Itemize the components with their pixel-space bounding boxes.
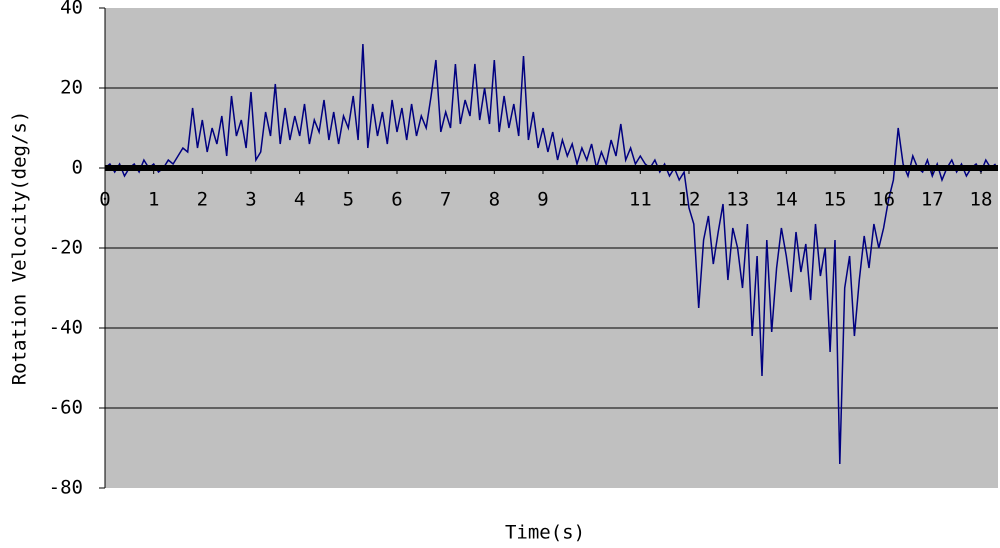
y-tick-label: -60 xyxy=(49,397,83,419)
x-tick-label: 4 xyxy=(294,189,305,211)
y-tick-label: -20 xyxy=(49,237,83,259)
x-tick-label: 14 xyxy=(775,189,798,211)
x-tick-label: 6 xyxy=(391,189,402,211)
x-tick-label: 8 xyxy=(489,189,500,211)
x-tick-label: 2 xyxy=(197,189,208,211)
x-tick-label: 13 xyxy=(726,189,749,211)
y-tick-label: -40 xyxy=(49,317,83,339)
x-axis-label: Time(s) xyxy=(505,522,585,544)
x-tick-label: 12 xyxy=(678,189,701,211)
y-axis-label: Rotation Velocity(deg/s) xyxy=(9,111,31,386)
y-tick-label: 20 xyxy=(60,77,83,99)
x-tick-label: 0 xyxy=(99,189,110,211)
x-tick-label: 11 xyxy=(629,189,652,211)
x-tick-label: 15 xyxy=(824,189,847,211)
x-tick-label: 5 xyxy=(343,189,354,211)
y-tick-label: -80 xyxy=(49,477,83,499)
y-tick-label: 0 xyxy=(72,157,83,179)
x-tick-label: 18 xyxy=(970,189,993,211)
x-tick-label: 16 xyxy=(872,189,895,211)
x-tick-label: 1 xyxy=(148,189,159,211)
x-tick-label: 17 xyxy=(921,189,944,211)
x-tick-label: 7 xyxy=(440,189,451,211)
x-tick-label: 3 xyxy=(245,189,256,211)
y-tick-label: 40 xyxy=(60,0,83,19)
x-tick-label: 9 xyxy=(537,189,548,211)
data-line xyxy=(104,43,997,465)
